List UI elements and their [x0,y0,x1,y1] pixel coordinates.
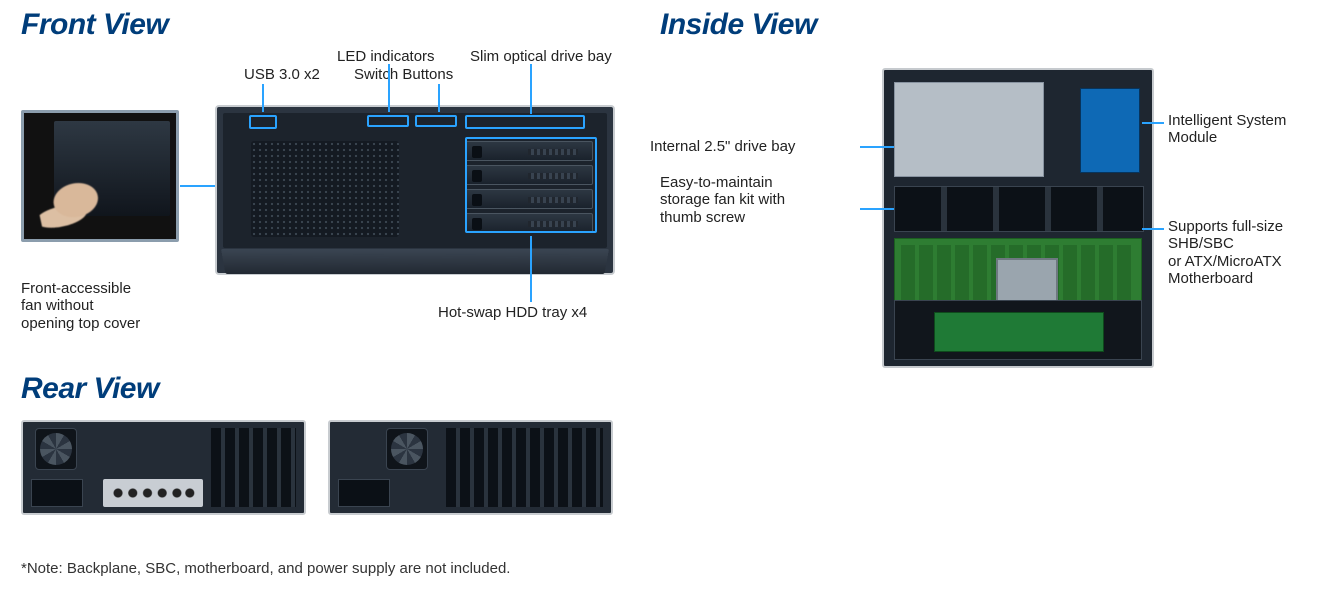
footnote: *Note: Backplane, SBC, motherboard, and … [21,560,510,577]
heading-inside: Inside View [660,8,817,42]
rear-io-panel [103,479,203,507]
rear-psu [338,479,390,507]
inside-addon-card [934,312,1104,352]
heading-front: Front View [21,8,168,42]
inside-ism-slot [1080,88,1140,173]
leader-hdd [530,236,532,302]
leader-mobo [1142,228,1164,230]
hl-hdd [465,137,597,233]
label-odd: Slim optical drive bay [470,48,612,65]
label-fankit: Easy-to-maintain storage fan kit with th… [660,174,870,226]
front-door [221,249,609,274]
leader-odd [530,64,532,114]
leader-led [388,64,390,112]
rear-fan [35,428,77,470]
caption-fan-access: Front-accessible fan without opening top… [21,280,140,332]
heading-rear: Rear View [21,372,159,406]
thumb-hand [30,155,112,233]
front-mesh [251,141,399,237]
rear-expansion-slots [211,428,296,507]
label-mobo: Supports full-size SHB/SBC or ATX/MicroA… [1168,218,1283,287]
rear-psu [31,479,83,507]
hl-switch [415,115,457,127]
leader-usb [262,84,264,112]
thumb-fan-access [21,110,179,242]
label-hdd: Hot-swap HDD tray x4 [438,304,587,321]
leader-drivebay [860,146,894,148]
label-usb: USB 3.0 x2 [244,66,320,83]
label-led: LED indicators [337,48,435,65]
rear-expansion-slots [446,428,603,507]
inside-chassis [882,68,1154,368]
label-switch: Switch Buttons [354,66,453,83]
rear-variant-1 [21,420,306,515]
front-chassis [215,105,615,275]
label-ism: Intelligent System Module [1168,112,1286,147]
label-drivebay: Internal 2.5" drive bay [650,138,860,155]
leader-switch [438,84,440,112]
rear-variant-2 [328,420,613,515]
hl-led [367,115,409,127]
leader-fankit [860,208,894,210]
hl-odd [465,115,585,129]
hl-usb [249,115,277,129]
inside-drivecage [894,82,1044,177]
leader-ism [1142,122,1164,124]
inside-fanwall [894,186,1144,232]
rear-fan [386,428,428,470]
